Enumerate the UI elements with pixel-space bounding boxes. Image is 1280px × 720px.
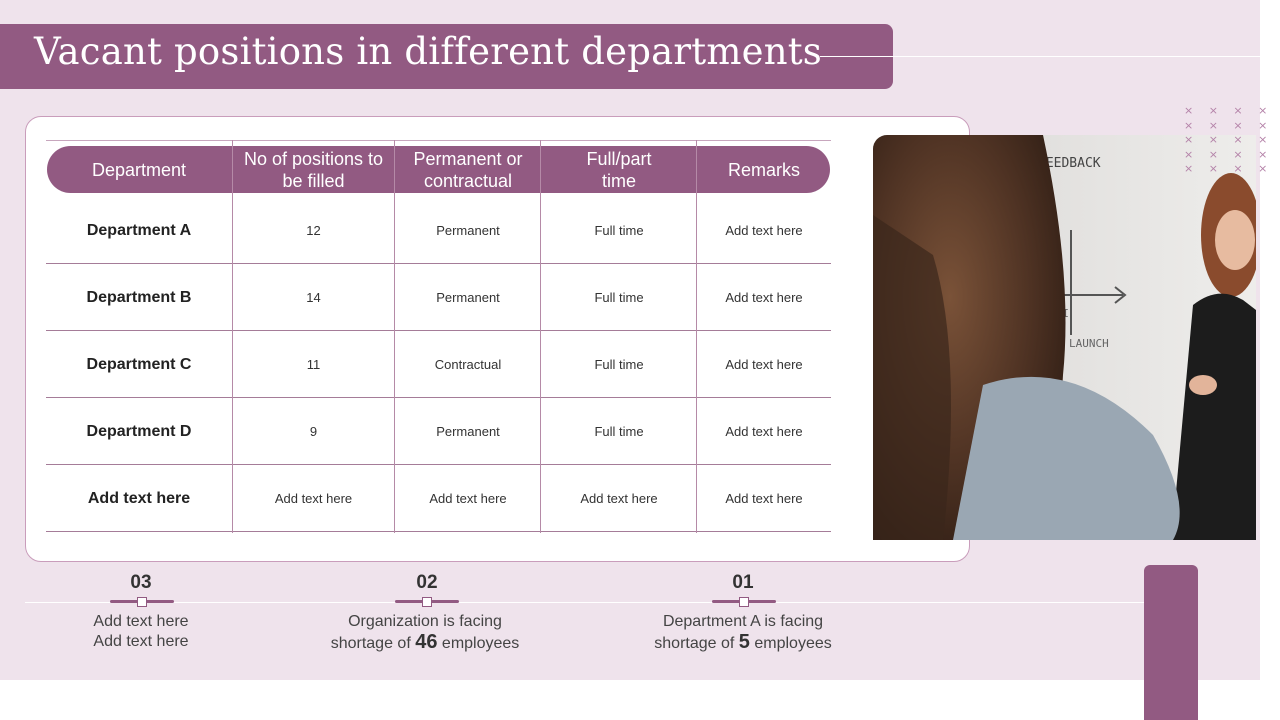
table-top-rule	[46, 140, 831, 141]
whiteboard-text: LAUNCH	[1069, 337, 1109, 350]
title-banner	[0, 24, 893, 89]
cell-time: Full time	[594, 223, 644, 238]
timeline-text-line: Add text here	[93, 613, 189, 630]
column-divider	[232, 140, 233, 533]
timeline-text: Add text here Add text here	[60, 612, 222, 652]
page-title: Vacant positions in different department…	[34, 30, 822, 73]
cell-positions: 11	[306, 357, 321, 372]
cell-positions: 12	[306, 223, 321, 238]
header-full-part-time: Full/part time	[586, 148, 652, 191]
cell-time: Add text here	[580, 491, 658, 506]
timeline-text: Department A is facing shortage of 5 emp…	[633, 612, 853, 654]
cell-time: Full time	[594, 424, 644, 439]
cell-remarks: Add text here	[725, 223, 803, 238]
timeline-text-line: shortage of 46 employees	[315, 632, 535, 654]
timeline-text: Organization is facing shortage of 46 em…	[315, 612, 535, 654]
cell-positions: Add text here	[274, 491, 353, 506]
timeline-text-line: Add text here	[93, 633, 189, 650]
presenter-photo: FEEDBACK API LAUNCH	[873, 135, 1256, 540]
table-row: Add text here Add text here Add text her…	[46, 465, 831, 532]
cell-positions: 14	[306, 290, 321, 305]
timeline-text-line: Department A is facing	[662, 613, 824, 630]
header-permanent-contractual: Permanent or contractual	[413, 148, 523, 191]
cell-type: Contractual	[434, 357, 502, 372]
timeline-text-pre: shortage of	[654, 635, 735, 652]
cell-remarks: Add text here	[725, 424, 803, 439]
timeline-marker-dot	[739, 597, 749, 607]
timeline-highlight-value: 5	[738, 631, 750, 653]
timeline-marker-dot	[137, 597, 147, 607]
timeline-text-line: Organization is facing	[348, 613, 502, 630]
timeline-number: 01	[732, 572, 754, 593]
timeline-line	[25, 602, 1178, 603]
header-positions: No of positions to be filled	[243, 148, 384, 191]
timeline-number: 03	[130, 572, 152, 593]
cell-type: Add text here	[429, 491, 507, 506]
table-row: Department A 12 Permanent Full time Add …	[46, 197, 831, 264]
table-row: Department D 9 Permanent Full time Add t…	[46, 398, 831, 465]
cell-department: Department D	[86, 422, 192, 440]
table-row: Department B 14 Permanent Full time Add …	[46, 264, 831, 331]
timeline-number: 02	[416, 572, 438, 593]
column-divider	[696, 140, 697, 533]
title-rule	[820, 56, 1260, 57]
cell-department: Department A	[86, 221, 192, 239]
timeline-text-pre: shortage of	[330, 635, 411, 652]
cell-department: Department B	[86, 288, 192, 306]
timeline-text-line: shortage of 5 employees	[633, 632, 853, 654]
timeline-text-post: employees	[754, 635, 832, 652]
accent-block	[1144, 565, 1198, 720]
header-department: Department	[91, 159, 187, 180]
cell-type: Permanent	[436, 290, 500, 305]
column-divider	[540, 140, 541, 533]
cell-positions: 9	[309, 424, 318, 439]
cell-remarks: Add text here	[725, 357, 803, 372]
cell-time: Full time	[594, 357, 644, 372]
cell-type: Permanent	[436, 424, 500, 439]
cell-department: Add text here	[87, 489, 191, 507]
whiteboard-text: FEEDBACK	[1038, 156, 1101, 171]
table-header-background	[47, 146, 830, 193]
timeline-text-post: employees	[441, 635, 520, 652]
cell-remarks: Add text here	[725, 491, 803, 506]
timeline-highlight-value: 46	[415, 631, 438, 653]
timeline-marker-dot	[422, 597, 432, 607]
header-remarks: Remarks	[727, 159, 800, 180]
cell-remarks: Add text here	[725, 290, 803, 305]
decorative-cross-pattern: × × × × × × × × × × × × × × × × × × × × …	[1184, 104, 1274, 175]
table-row: Department C 11 Contractual Full time Ad…	[46, 331, 831, 398]
cell-department: Department C	[86, 355, 192, 373]
cell-time: Full time	[594, 290, 644, 305]
cell-type: Permanent	[436, 223, 500, 238]
column-divider	[394, 140, 395, 533]
